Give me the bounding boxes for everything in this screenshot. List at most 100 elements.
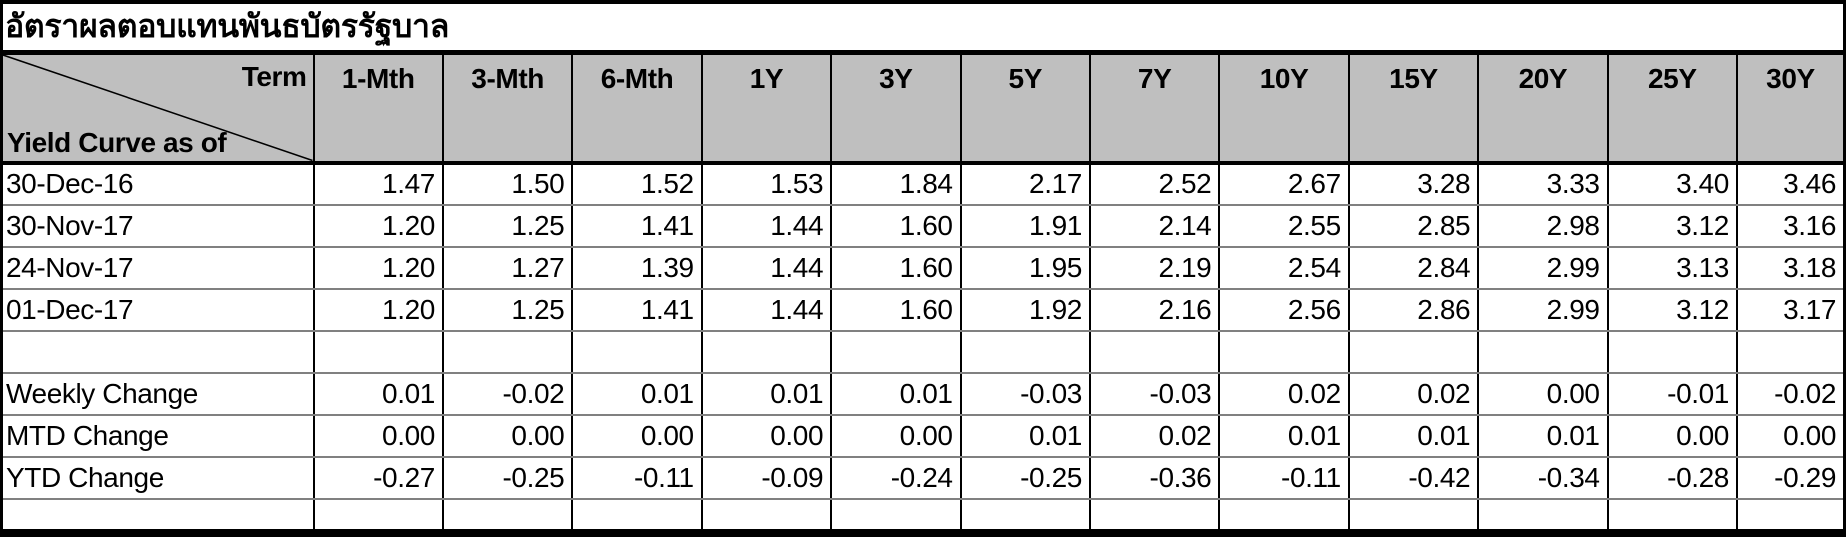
value-cell: 0.01 (959, 413, 1091, 458)
column-header-30Y: 30Y (1735, 50, 1846, 165)
value-cell: 1.20 (312, 245, 444, 290)
value-cell: 0.01 (1218, 413, 1350, 458)
value-cell: 1.50 (441, 161, 574, 206)
corner-cell: Term Yield Curve as of (0, 50, 315, 165)
value-cell (1477, 329, 1609, 374)
row-label (0, 329, 315, 374)
value-cell: 1.41 (571, 203, 703, 248)
table-row: 01-Dec-17 1.20 1.25 1.41 1.44 1.60 1.92 2.16 2.5… (0, 287, 1846, 332)
value-cell: 1.60 (830, 245, 962, 290)
value-cell: -0.11 (1218, 455, 1350, 500)
corner-yield-curve-label: Yield Curve as of (7, 126, 227, 158)
table-row (0, 497, 1846, 534)
value-cell: 2.99 (1477, 287, 1609, 332)
value-cell: 2.86 (1347, 287, 1480, 332)
title-bar: อัตราผลตอบแทนพันธบัตรรัฐบาล (0, 0, 1846, 50)
value-cell (1606, 497, 1738, 534)
value-cell (571, 497, 703, 534)
value-cell: 1.44 (700, 287, 833, 332)
row-label: 01-Dec-17 (0, 287, 315, 332)
value-cell (830, 497, 962, 534)
value-cell: 1.44 (700, 245, 833, 290)
value-cell (571, 329, 703, 374)
value-cell: 0.02 (1347, 371, 1480, 416)
value-cell (700, 497, 833, 534)
value-cell: 2.14 (1088, 203, 1221, 248)
row-label: 30-Nov-17 (0, 203, 315, 248)
table-row: 24-Nov-17 1.20 1.27 1.39 1.44 1.60 1.95 2.19 2.5… (0, 245, 1846, 290)
value-cell: 1.25 (441, 203, 574, 248)
column-header-25Y: 25Y (1606, 50, 1738, 165)
value-cell: 1.39 (571, 245, 703, 290)
value-cell: -0.02 (441, 371, 574, 416)
value-cell: 2.52 (1088, 161, 1221, 206)
value-cell: 1.20 (312, 287, 444, 332)
value-cell: 0.01 (312, 371, 444, 416)
value-cell: 1.27 (441, 245, 574, 290)
column-header-1Y: 1Y (700, 50, 833, 165)
value-cell: 0.01 (571, 371, 703, 416)
value-cell: 3.17 (1735, 287, 1846, 332)
value-cell: 1.47 (312, 161, 444, 206)
value-cell (700, 329, 833, 374)
value-cell: 3.13 (1606, 245, 1738, 290)
header-row: Term Yield Curve as of 1-Mth 3-Mth 6-Mth 1Y… (0, 50, 1846, 165)
row-label (0, 497, 315, 534)
value-cell (1735, 329, 1846, 374)
value-cell (441, 329, 574, 374)
value-cell: 2.19 (1088, 245, 1221, 290)
table-row: MTD Change 0.00 0.00 0.00 0.00 0.00 0.01 0.02 0.… (0, 413, 1846, 458)
column-header-3-Mth: 3-Mth (441, 50, 574, 165)
value-cell: 1.95 (959, 245, 1091, 290)
page-title: อัตราผลตอบแทนพันธบัตรรัฐบาล (5, 8, 450, 45)
diagonal-divider-line (3, 55, 313, 161)
column-header-15Y: 15Y (1347, 50, 1480, 165)
value-cell: 0.00 (441, 413, 574, 458)
column-header-1-Mth: 1-Mth (312, 50, 444, 165)
column-header-5Y: 5Y (959, 50, 1091, 165)
row-label: MTD Change (0, 413, 315, 458)
value-cell: -0.03 (1088, 371, 1221, 416)
value-cell: 2.55 (1218, 203, 1350, 248)
value-cell: 0.02 (1218, 371, 1350, 416)
value-cell: 2.56 (1218, 287, 1350, 332)
value-cell: -0.29 (1735, 455, 1846, 500)
value-cell (1218, 497, 1350, 534)
value-cell: 2.98 (1477, 203, 1609, 248)
table-row: 30-Dec-16 1.47 1.50 1.52 1.53 1.84 2.17 2.52 2.6… (0, 161, 1846, 206)
value-cell (312, 497, 444, 534)
value-cell: 2.17 (959, 161, 1091, 206)
row-label: Weekly Change (0, 371, 315, 416)
value-cell: 1.84 (830, 161, 962, 206)
value-cell (1088, 329, 1221, 374)
table-body: 30-Dec-16 1.47 1.50 1.52 1.53 1.84 2.17 2.52 2.6… (0, 161, 1846, 534)
value-cell: -0.03 (959, 371, 1091, 416)
value-cell (1088, 497, 1221, 534)
value-cell: 1.92 (959, 287, 1091, 332)
column-header-6-Mth: 6-Mth (571, 50, 703, 165)
value-cell (1477, 497, 1609, 534)
value-cell: 3.12 (1606, 287, 1738, 332)
value-cell: -0.36 (1088, 455, 1221, 500)
value-cell (1347, 329, 1480, 374)
value-cell: 0.00 (830, 413, 962, 458)
row-label: 30-Dec-16 (0, 161, 315, 206)
value-cell: 0.00 (1606, 413, 1738, 458)
column-header-10Y: 10Y (1218, 50, 1350, 165)
value-cell: -0.25 (959, 455, 1091, 500)
table-row: Weekly Change 0.01 -0.02 0.01 0.01 0.01 -0.03-… (0, 371, 1846, 416)
value-cell: -0.09 (700, 455, 833, 500)
column-header-20Y: 20Y (1477, 50, 1609, 165)
value-cell: 0.01 (1347, 413, 1480, 458)
value-cell: -0.01 (1606, 371, 1738, 416)
value-cell (1735, 497, 1846, 534)
value-cell: -0.42 (1347, 455, 1480, 500)
value-cell: 0.01 (700, 371, 833, 416)
value-cell: 1.91 (959, 203, 1091, 248)
row-label: 24-Nov-17 (0, 245, 315, 290)
value-cell: 2.54 (1218, 245, 1350, 290)
value-cell (830, 329, 962, 374)
value-cell: 0.01 (830, 371, 962, 416)
column-header-3Y: 3Y (830, 50, 962, 165)
value-cell: 1.20 (312, 203, 444, 248)
